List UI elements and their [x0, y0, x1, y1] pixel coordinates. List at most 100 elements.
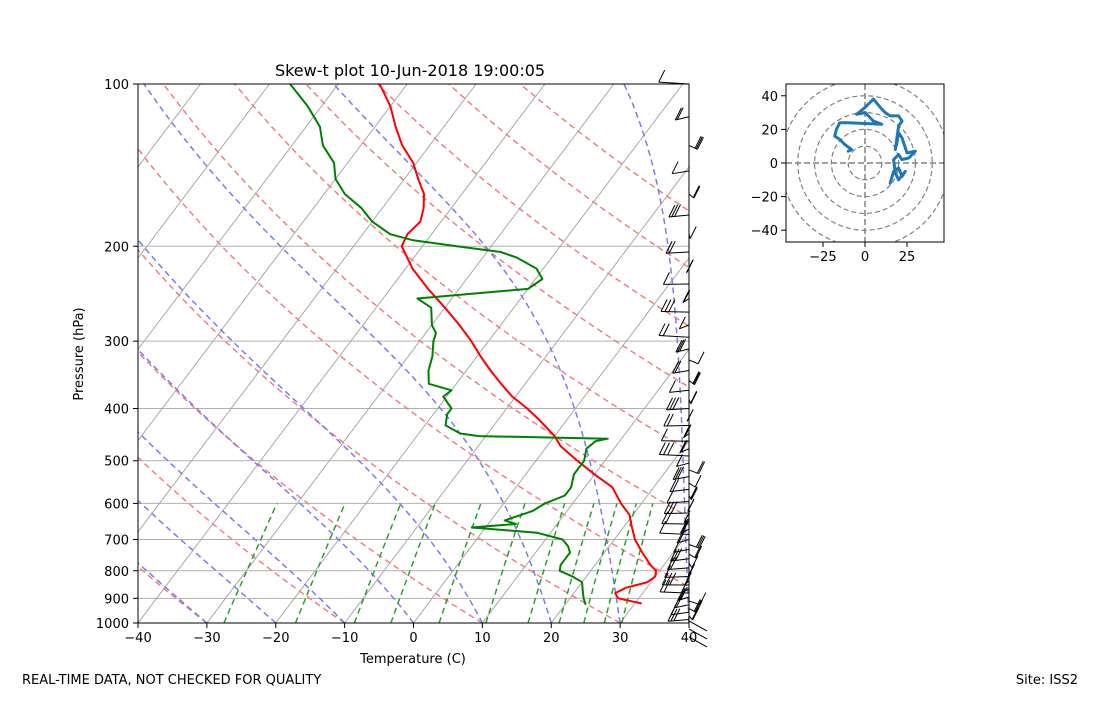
wind-barb-flag — [694, 186, 700, 198]
mixing-ratio-line — [224, 503, 277, 623]
skewt-title: Skew-t plot 10-Jun-2018 19:00:05 — [275, 61, 545, 80]
wind-barb-flag — [659, 70, 665, 82]
moist-adiabat — [334, 84, 621, 623]
wind-barb-flag — [675, 204, 681, 216]
isotherm-line — [551, 84, 958, 623]
hodo-x-tick-label: −25 — [809, 250, 836, 265]
hodo-x-tick-label: 25 — [899, 250, 916, 265]
y-tick-label: 400 — [104, 403, 129, 418]
dry-adiabat — [92, 84, 758, 623]
wind-barb — [660, 533, 689, 534]
moist-adiabat — [0, 84, 345, 623]
wind-barb-flag — [695, 136, 701, 148]
moist-adiabat — [0, 84, 413, 623]
wind-barb-flag — [673, 398, 679, 410]
wind-barb-flag — [674, 540, 680, 552]
x-tick-label: −20 — [262, 631, 289, 646]
isotherm-line — [138, 84, 545, 623]
quality-disclaimer: REAL-TIME DATA, NOT CHECKED FOR QUALITY — [22, 673, 321, 688]
x-tick-label: 20 — [543, 631, 560, 646]
x-tick-label: −30 — [193, 631, 220, 646]
wind-barb — [669, 390, 689, 392]
wind-barb-flag — [672, 205, 678, 217]
wind-barb-flag — [696, 137, 702, 149]
wind-barb-flag — [667, 491, 673, 503]
hodo-y-tick-label: 40 — [761, 90, 778, 105]
wind-barb-flag — [664, 414, 670, 426]
wind-barb-flag — [697, 137, 703, 149]
wind-barbs — [659, 70, 707, 647]
skewt-reference-lines — [0, 84, 1100, 623]
wind-barb-flag — [668, 609, 674, 621]
isotherm-line — [0, 84, 407, 623]
y-tick-label: 700 — [104, 534, 129, 549]
isotherm-line — [69, 84, 476, 623]
wind-barb-flag — [691, 391, 697, 403]
y-tick-label: 200 — [104, 240, 129, 255]
moist-adiabat — [144, 84, 551, 623]
wind-barb-flag — [695, 600, 701, 612]
y-tick-label: 600 — [104, 497, 129, 512]
wind-barb-flag — [693, 186, 699, 198]
wind-barb-flag — [691, 487, 697, 499]
wind-barb-flag — [663, 272, 669, 284]
wind-barb-flag — [661, 429, 667, 441]
wind-barb-flag — [669, 380, 675, 392]
wind-barb — [689, 360, 698, 364]
wind-barb-flag — [698, 352, 704, 364]
site-label: Site: ISS2 — [1016, 673, 1078, 688]
wind-barb-flag — [691, 487, 697, 499]
wind-barb — [689, 470, 699, 474]
y-tick-label: 500 — [104, 455, 129, 470]
dry-adiabat — [377, 84, 1100, 623]
x-tick-label: 0 — [409, 631, 417, 646]
wind-barb — [689, 621, 707, 631]
wind-barb-flag — [670, 398, 676, 410]
wind-barb — [689, 483, 695, 487]
isotherm-line — [0, 84, 201, 623]
hodograph-rings — [781, 79, 949, 247]
mixing-ratio-line — [391, 503, 435, 623]
hodograph-trace — [835, 99, 916, 183]
hodo-y-tick-label: 0 — [770, 157, 778, 172]
isotherm-line — [689, 84, 1096, 623]
y-tick-label: 1000 — [96, 617, 129, 632]
y-tick-label: 900 — [104, 592, 129, 607]
wind-barb-flag — [687, 409, 693, 421]
range-ring — [815, 113, 916, 214]
skewt-profiles — [290, 84, 656, 605]
hodo-x-tick-label: 0 — [861, 250, 869, 265]
y-tick-label: 100 — [104, 78, 129, 93]
skewt-x-axis: −40 −30 −20 −10 0 10 20 30 40 — [124, 623, 697, 646]
wind-barb-flag — [690, 226, 696, 238]
skewt-ylabel: Pressure (hPa) — [72, 307, 87, 400]
wind-barb-flag — [694, 372, 700, 384]
wind-barb-flag — [667, 414, 673, 426]
wind-barb-flag — [691, 488, 697, 500]
mixing-ratio-line — [354, 503, 400, 623]
mixing-ratio-line — [439, 503, 481, 623]
wind-barb-flag — [695, 475, 701, 487]
wind-barb-flag — [687, 260, 693, 272]
skewt-panel: Skew-t plot 10-Jun-2018 19:00:05 −40−30−… — [0, 61, 1100, 667]
hodo-y-tick-label: −20 — [751, 191, 778, 206]
wind-barb — [672, 171, 689, 174]
x-tick-label: 10 — [474, 631, 491, 646]
isotherm-line — [345, 84, 752, 623]
x-tick-label: 30 — [612, 631, 629, 646]
dry-adiabat — [0, 84, 345, 623]
wind-barb-flag — [674, 609, 680, 621]
isotherm-line — [0, 84, 338, 623]
wind-barb-flag — [669, 205, 675, 217]
x-tick-label: −40 — [124, 631, 151, 646]
x-tick-label: −10 — [331, 631, 358, 646]
wind-barb-flag — [693, 608, 699, 620]
hodo-y-tick-label: −40 — [751, 224, 778, 239]
wind-barb — [665, 577, 689, 578]
hodograph-line — [835, 99, 916, 183]
x-tick-label: 40 — [681, 631, 698, 646]
skewt-xlabel: Temperature (C) — [359, 652, 466, 667]
